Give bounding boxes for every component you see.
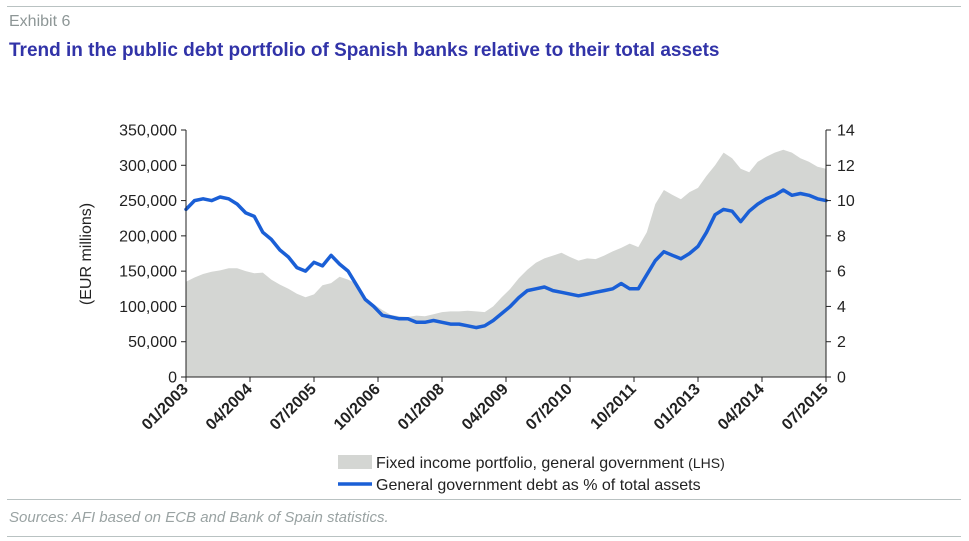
left-tick-label: 250,000: [119, 193, 177, 210]
right-axis-ticks: 0 2 4 6 8 10 12 14: [826, 123, 855, 387]
area-series-fixed-income: [186, 149, 826, 377]
right-tick-label: 10: [837, 193, 855, 210]
x-tick-label: 04/2009: [459, 381, 512, 434]
footer-rule: [7, 536, 961, 537]
x-tick-label: 01/2008: [395, 381, 448, 434]
x-axis-ticks: 01/2003 04/2004 07/2005 10/2006 01/2008 04/20…: [139, 377, 832, 434]
x-tick-label: 01/2013: [651, 381, 704, 434]
x-tick-label: 07/2005: [267, 381, 320, 434]
bottom-rule: [7, 499, 961, 500]
left-axis-ticks: 0 50,000 100,000 150,000 200,000 250,000 300,0…: [119, 123, 186, 387]
right-tick-label: 14: [837, 123, 855, 140]
legend-area-swatch: [338, 455, 372, 469]
x-tick-label: 07/2010: [523, 381, 576, 434]
chart-title: Trend in the public debt portfolio of Sp…: [9, 40, 720, 61]
x-tick-label: 10/2006: [331, 381, 384, 434]
top-rule: [7, 6, 961, 7]
right-tick-label: 6: [837, 264, 846, 281]
right-tick-label: 12: [837, 158, 855, 175]
left-tick-label: 300,000: [119, 158, 177, 175]
x-tick-label: 04/2004: [203, 381, 256, 434]
line-series-debt-share: [184, 188, 828, 330]
right-tick-label: 0: [837, 370, 846, 387]
right-tick-label: 4: [837, 299, 846, 316]
left-tick-label: 100,000: [119, 299, 177, 316]
x-tick-label: 10/2011: [588, 381, 640, 433]
left-tick-label: 50,000: [128, 334, 177, 351]
left-tick-label: 200,000: [119, 228, 177, 245]
x-tick-label: 07/2015: [779, 381, 832, 434]
legend-line-label: General government debt as % of total as…: [376, 477, 701, 494]
left-tick-label: 150,000: [119, 264, 177, 281]
legend-area-label: Fixed income portfolio, general governme…: [376, 455, 725, 472]
left-tick-label: 0: [168, 370, 177, 387]
legend: Fixed income portfolio, general governme…: [338, 455, 725, 494]
left-tick-label: 350,000: [119, 123, 177, 140]
exhibit-label: Exhibit 6: [9, 13, 71, 30]
y-axis-label: (EUR millions): [78, 203, 95, 305]
x-tick-label: 01/2003: [139, 381, 192, 434]
x-tick-label: 04/2014: [715, 381, 768, 434]
right-tick-label: 8: [837, 228, 846, 245]
right-tick-label: 2: [837, 334, 846, 351]
source-note: Sources: AFI based on ECB and Bank of Sp…: [9, 509, 389, 526]
